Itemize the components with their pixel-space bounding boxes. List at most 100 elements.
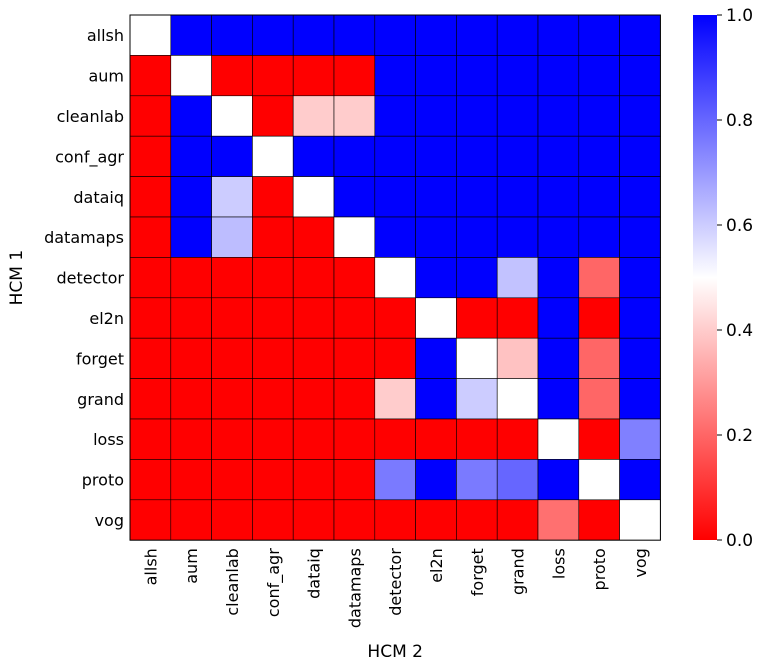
- heatmap-cell-datamaps-proto: [578, 216, 620, 258]
- heatmap-cell-el2n-detector: [374, 297, 416, 339]
- heatmap-cell-dataiq-proto: [578, 176, 620, 218]
- row-label-forget: forget: [76, 349, 124, 368]
- heatmap-cell-dataiq-aum: [170, 176, 212, 218]
- heatmap-cell-el2n-dataiq: [292, 297, 335, 339]
- heatmap-cell-forget-detector: [374, 337, 416, 379]
- heatmap-cell-cleanlab-grand: [496, 95, 539, 137]
- heatmap-cell-el2n-loss: [537, 297, 580, 339]
- y-axis-title: HCM 1: [7, 250, 27, 306]
- colorbar-tick-label: 0.6: [726, 216, 753, 236]
- heatmap-cell-forget-datamaps: [333, 337, 376, 379]
- heatmap-cell-datamaps-aum: [170, 216, 212, 258]
- heatmap-cell-cleanlab-loss: [537, 95, 580, 137]
- heatmap-cell-aum-forget: [456, 55, 498, 97]
- heatmap-cell-proto-proto: [578, 459, 620, 501]
- heatmap-cells: [129, 14, 661, 541]
- col-label-loss: loss: [549, 548, 568, 579]
- heatmap-cell-grand-aum: [170, 378, 212, 420]
- colorbar-ticks: 0.0 0.2 0.4 0.6 0.8 1.0: [717, 6, 753, 551]
- heatmap-cell-forget-allsh: [129, 337, 172, 379]
- heatmap-cell-dataiq-cleanlab: [211, 176, 253, 218]
- heatmap-cell-datamaps-dataiq: [292, 216, 335, 258]
- heatmap-cell-proto-conf_agr: [252, 459, 294, 501]
- heatmap-cell-dataiq-detector: [374, 176, 416, 218]
- heatmap-cell-forget-el2n: [415, 337, 457, 379]
- heatmap-cell-conf_agr-allsh: [129, 135, 172, 177]
- heatmap-cell-forget-loss: [537, 337, 580, 379]
- heatmap-cell-cleanlab-cleanlab: [211, 95, 253, 137]
- heatmap-cell-proto-datamaps: [333, 459, 376, 501]
- heatmap-cell-aum-conf_agr: [252, 55, 294, 97]
- heatmap-cell-loss-datamaps: [333, 418, 376, 460]
- heatmap-cell-detector-dataiq: [292, 257, 335, 299]
- heatmap-cell-allsh-vog: [619, 14, 661, 56]
- row-label-vog: vog: [95, 511, 124, 530]
- heatmap-cell-cleanlab-datamaps: [333, 95, 376, 137]
- colorbar-tick-label: 1.0: [726, 6, 753, 26]
- heatmap-cell-conf_agr-forget: [456, 135, 498, 177]
- row-label-allsh: allsh: [87, 26, 124, 45]
- colorbar-tick-label: 0.2: [726, 426, 753, 446]
- heatmap-cell-datamaps-conf_agr: [252, 216, 294, 258]
- heatmap-cell-loss-cleanlab: [211, 418, 253, 460]
- heatmap-cell-el2n-grand: [496, 297, 539, 339]
- heatmap-cell-forget-conf_agr: [252, 337, 294, 379]
- col-label-cleanlab: cleanlab: [223, 548, 242, 615]
- heatmap-cell-conf_agr-grand: [496, 135, 539, 177]
- plot-frame: [129, 14, 661, 541]
- heatmap-cell-loss-loss: [537, 418, 580, 460]
- col-label-conf_agr: conf_agr: [264, 548, 284, 617]
- heatmap-cell-allsh-detector: [374, 14, 416, 56]
- heatmap-cell-cleanlab-forget: [456, 95, 498, 137]
- row-label-loss: loss: [93, 430, 124, 449]
- heatmap-cell-forget-grand: [496, 337, 539, 379]
- heatmap-cell-vog-detector: [374, 499, 416, 541]
- heatmap-cell-conf_agr-detector: [374, 135, 416, 177]
- col-label-vog: vog: [631, 548, 650, 577]
- col-tick-labels: allsh aum cleanlab conf_agr dataiq datamaps de…: [141, 548, 650, 628]
- heatmap-cell-detector-detector: [374, 257, 416, 299]
- heatmap-cell-vog-grand: [496, 499, 539, 541]
- heatmap-cell-loss-grand: [496, 418, 539, 460]
- heatmap-cell-forget-dataiq: [292, 337, 335, 379]
- heatmap-cell-forget-aum: [170, 337, 212, 379]
- heatmap-cell-cleanlab-vog: [619, 95, 661, 137]
- row-label-datamaps: datamaps: [44, 228, 124, 247]
- heatmap-cell-vog-loss: [537, 499, 580, 541]
- heatmap-cell-dataiq-datamaps: [333, 176, 376, 218]
- heatmap-cell-datamaps-el2n: [415, 216, 457, 258]
- heatmap-cell-grand-loss: [537, 378, 580, 420]
- heatmap-cell-conf_agr-vog: [619, 135, 661, 177]
- heatmap-cell-vog-vog: [619, 499, 661, 541]
- heatmap-cell-conf_agr-cleanlab: [211, 135, 253, 177]
- heatmap-cell-el2n-aum: [170, 297, 212, 339]
- heatmap-cell-detector-conf_agr: [252, 257, 294, 299]
- heatmap-cell-allsh-dataiq: [292, 14, 335, 56]
- heatmap-cell-grand-vog: [619, 378, 661, 420]
- heatmap-cell-detector-el2n: [415, 257, 457, 299]
- heatmap-cell-allsh-proto: [578, 14, 620, 56]
- heatmap-cell-proto-grand: [496, 459, 539, 501]
- heatmap-cell-grand-detector: [374, 378, 416, 420]
- heatmap-cell-el2n-cleanlab: [211, 297, 253, 339]
- col-label-forget: forget: [468, 548, 487, 596]
- heatmap-cell-detector-aum: [170, 257, 212, 299]
- heatmap-cell-loss-vog: [619, 418, 661, 460]
- heatmap-cell-grand-allsh: [129, 378, 172, 420]
- heatmap-cell-vog-dataiq: [292, 499, 335, 541]
- heatmap-cell-vog-allsh: [129, 499, 172, 541]
- col-label-el2n: el2n: [427, 548, 446, 583]
- heatmap-cell-allsh-forget: [456, 14, 498, 56]
- heatmap-cell-forget-forget: [456, 337, 498, 379]
- colorbar-tick-label: 0.4: [726, 321, 753, 341]
- heatmap-cell-conf_agr-loss: [537, 135, 580, 177]
- heatmap-cell-forget-proto: [578, 337, 620, 379]
- heatmap-cell-datamaps-vog: [619, 216, 661, 258]
- heatmap-cell-grand-datamaps: [333, 378, 376, 420]
- col-label-proto: proto: [590, 548, 609, 590]
- col-label-grand: grand: [509, 548, 528, 595]
- heatmap-cell-grand-dataiq: [292, 378, 335, 420]
- heatmap-cell-el2n-vog: [619, 297, 661, 339]
- col-label-allsh: allsh: [141, 548, 160, 585]
